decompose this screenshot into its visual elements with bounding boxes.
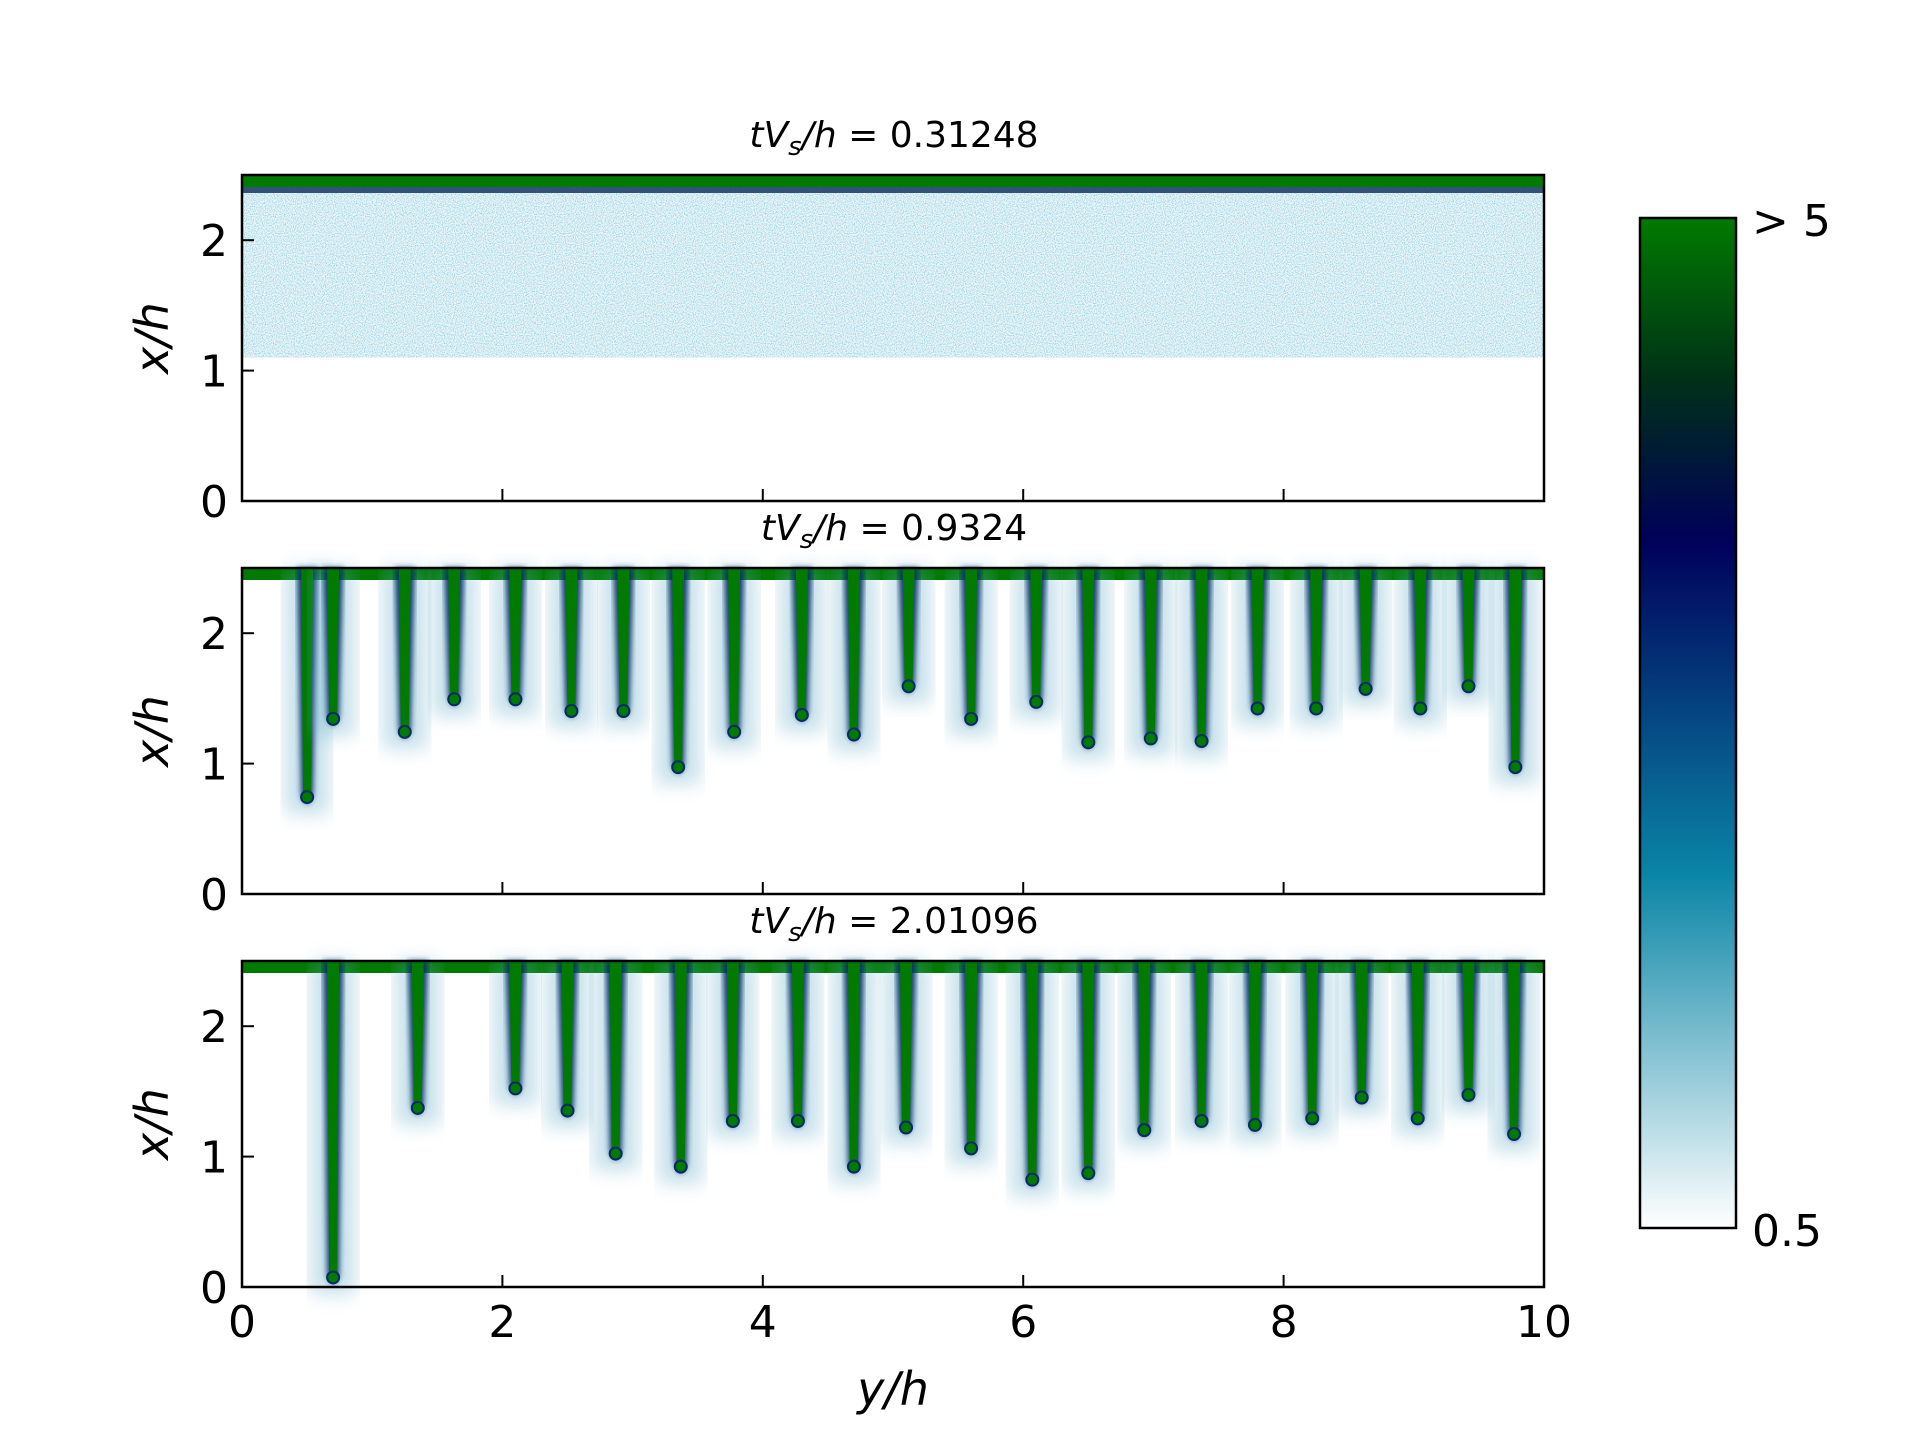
finger-3-7 (710, 961, 755, 1138)
ytick-label-3-0: 0 (200, 1263, 228, 1314)
finger-2-2 (311, 568, 356, 736)
plot-area-1 (242, 175, 1544, 358)
finger-2-12 (886, 568, 931, 704)
finger-2-19 (1294, 568, 1339, 726)
colorbar: > 5 0.5 (1638, 196, 1831, 1257)
ytick-label-1-0: 0 (200, 477, 228, 528)
finger-3-12 (1010, 961, 1055, 1197)
finger-2-11 (831, 568, 876, 752)
finger-2-14 (1014, 568, 1059, 719)
dense-top-layer (242, 175, 1544, 187)
finger-3-14 (1122, 961, 1167, 1148)
ytick-label-2-2: 2 (200, 609, 228, 660)
plot-area-2 (242, 568, 1544, 815)
finger-2-21 (1398, 568, 1443, 726)
ytick-label-3-2: 2 (200, 1002, 228, 1053)
finger-2-7 (601, 568, 646, 729)
interface-band (242, 183, 1544, 193)
finger-2-17 (1179, 568, 1224, 759)
finger-3-20 (1446, 961, 1491, 1112)
finger-3-13 (1066, 961, 1111, 1191)
xtick-label-2: 4 (749, 1297, 777, 1348)
xlabel: y/h (855, 1362, 929, 1416)
colorbar-min-label: 0.5 (1752, 1206, 1822, 1257)
finger-3-16 (1232, 961, 1277, 1142)
finger-3-15 (1179, 961, 1224, 1138)
finger-3-18 (1339, 961, 1384, 1115)
axes-frame-2 (240, 566, 1546, 896)
ytick-label-2-0: 0 (200, 870, 228, 921)
finger-2-18 (1235, 568, 1280, 726)
finger-2-16 (1128, 568, 1173, 756)
finger-3-8 (775, 961, 820, 1138)
finger-2-22 (1446, 568, 1491, 704)
finger-3-2 (395, 961, 440, 1125)
panel-title-2: tVs/h = 0.9324 (761, 508, 1027, 555)
ytick-label-3-1: 1 (200, 1133, 228, 1184)
colorbar-gradient (1638, 216, 1738, 1230)
panel-t3: tVs/h = 2.01096 x/h 0 1 2 0 2 4 6 8 10 (125, 901, 1572, 1348)
finger-3-3 (493, 961, 538, 1106)
finger-3-10 (884, 961, 929, 1145)
axes-frame-1 (240, 173, 1546, 503)
finger-2-9 (712, 568, 757, 749)
xtick-label-1: 2 (488, 1297, 516, 1348)
panel-title-3: tVs/h = 2.01096 (749, 901, 1038, 948)
xtick-label-5: 10 (1516, 1297, 1572, 1348)
finger-2-5 (493, 568, 538, 717)
finger-3-21 (1492, 961, 1537, 1152)
finger-2-6 (549, 568, 594, 729)
ytick-label-2-1: 1 (200, 740, 228, 791)
xtick-label-0: 0 (228, 1297, 256, 1348)
xtick-label-3: 6 (1009, 1297, 1037, 1348)
finger-2-15 (1066, 568, 1111, 760)
finger-2-23 (1493, 568, 1538, 785)
ytick-label-1-2: 2 (200, 216, 228, 267)
suspension-layer (242, 175, 1544, 358)
finger-2-20 (1343, 568, 1388, 706)
xtick-label-4: 8 (1270, 1297, 1298, 1348)
panel-title-1: tVs/h = 0.31248 (749, 115, 1038, 162)
finger-2-8 (656, 568, 701, 785)
ylabel-3: x/h (125, 1088, 179, 1162)
colorbar-max-label: > 5 (1752, 196, 1831, 247)
finger-3-17 (1290, 961, 1335, 1136)
panel-t2: tVs/h = 0.9324 x/h 0 1 2 (125, 508, 1546, 921)
ylabel-2: x/h (125, 695, 179, 769)
finger-2-3 (382, 568, 427, 749)
finger-3-1 (311, 961, 356, 1295)
finger-3-11 (949, 961, 994, 1166)
finger-2-10 (779, 568, 824, 732)
ylabel-1: x/h (125, 302, 179, 376)
finger-3-9 (831, 961, 876, 1184)
panel-t1: tVs/h = 0.31248 x/h 0 1 2 (125, 115, 1546, 528)
finger-2-13 (949, 568, 994, 736)
finger-3-19 (1395, 961, 1440, 1136)
ytick-label-1-1: 1 (200, 347, 228, 398)
plot-area-3 (242, 961, 1544, 1295)
finger-2-4 (432, 568, 477, 717)
axes-frame-3 (240, 959, 1546, 1289)
finger-3-4 (545, 961, 590, 1128)
finger-3-6 (658, 961, 703, 1184)
suspension-tint (242, 175, 1544, 358)
finger-3-5 (593, 961, 638, 1171)
